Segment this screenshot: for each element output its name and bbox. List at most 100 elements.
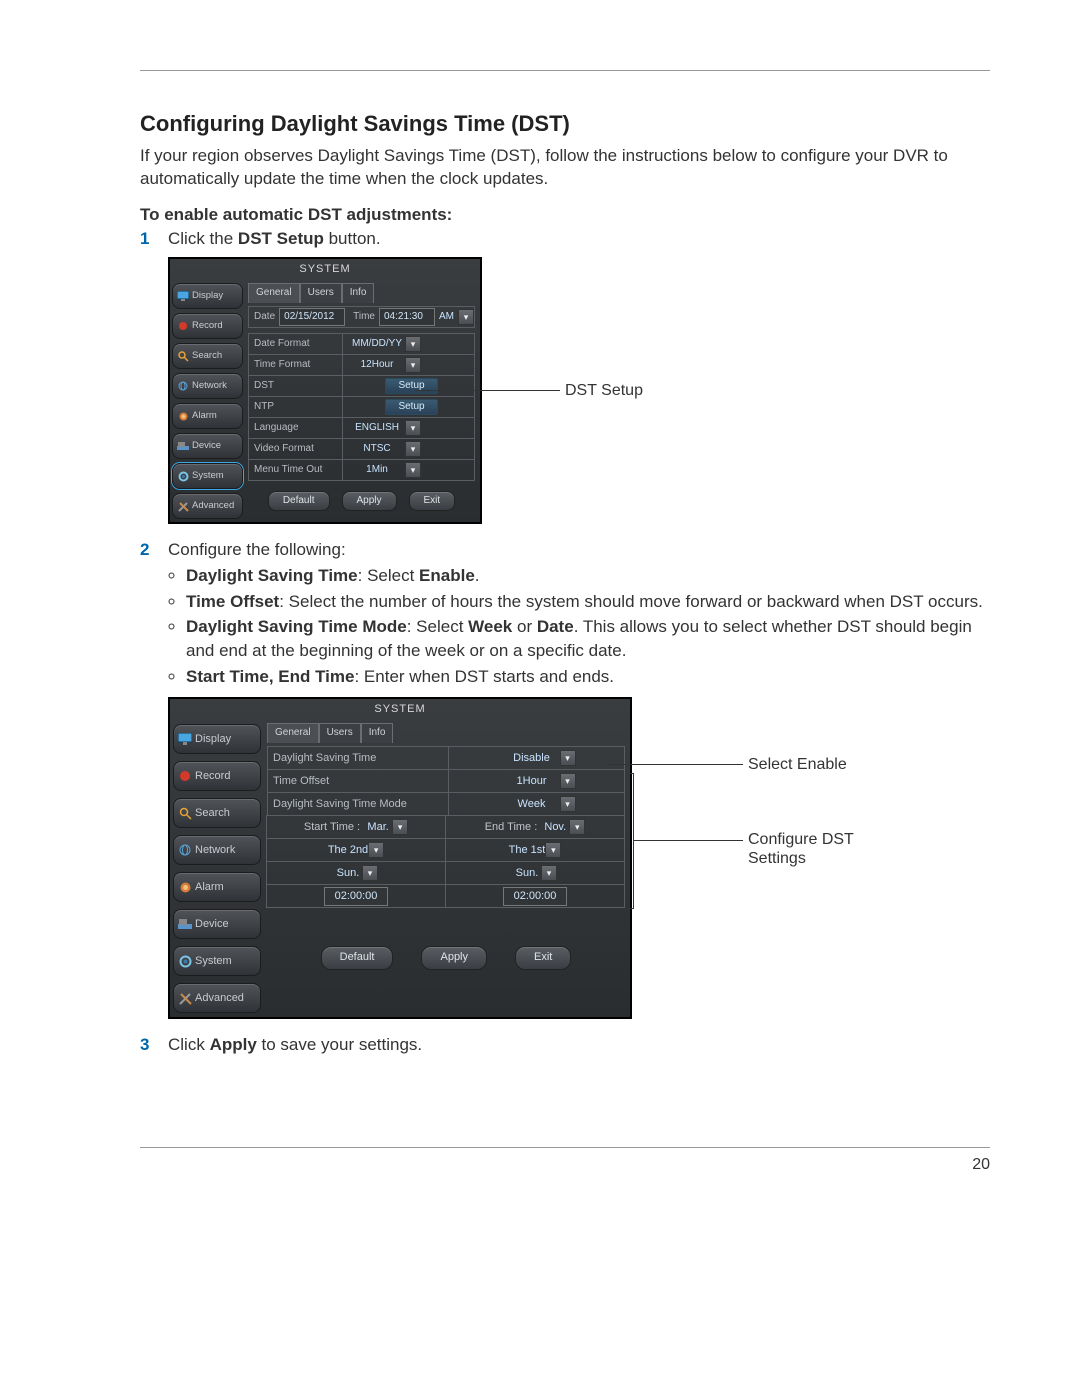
exit-button[interactable]: Exit xyxy=(515,946,571,969)
row-menu-timeout: Menu Time Out1Min▾ xyxy=(248,459,475,481)
sidebar: Display Record Search Network Alarm Devi… xyxy=(170,720,264,1017)
step-2: 2 Configure the following: Daylight Savi… xyxy=(140,538,990,1019)
steps-list: 1 Click the DST Setup button. SYSTEM Dis… xyxy=(140,227,990,1057)
sidebar-item-system[interactable]: System xyxy=(172,463,243,489)
step2-lead: Configure the following: xyxy=(168,540,346,559)
time-format-select[interactable]: 12Hour▾ xyxy=(349,357,421,373)
panel-content: General Users Info Daylight Saving TimeD… xyxy=(264,720,630,1017)
sidebar: Display Record Search Network Alarm Devi… xyxy=(170,280,245,522)
row-time-offset: Time Offset 1Hour▾ xyxy=(267,769,625,793)
language-label: Language xyxy=(249,418,343,438)
time-field[interactable]: 04:21:30 xyxy=(379,308,435,326)
chevron-down-icon[interactable]: ▾ xyxy=(458,309,474,325)
chevron-down-icon: ▾ xyxy=(560,750,576,766)
sidebar-item-record[interactable]: Record xyxy=(172,313,243,339)
tabs: General Users Info xyxy=(267,723,625,743)
tab-info[interactable]: Info xyxy=(342,283,375,303)
callout-line xyxy=(633,840,743,841)
device-icon xyxy=(177,440,189,452)
sidebar-item-alarm[interactable]: Alarm xyxy=(172,403,243,429)
language-select[interactable]: ENGLISH▾ xyxy=(349,420,421,436)
start-week-select[interactable]: The 2nd▾ xyxy=(328,842,384,858)
end-week-select[interactable]: The 1st▾ xyxy=(509,842,562,858)
sidebar-item-display[interactable]: Display xyxy=(173,724,261,754)
tab-general[interactable]: General xyxy=(248,283,300,303)
sidebar-item-device[interactable]: Device xyxy=(173,909,261,939)
time-label: Time xyxy=(353,310,375,324)
sidebar-item-network[interactable]: Network xyxy=(173,835,261,865)
dst-enable-select[interactable]: Disable▾ xyxy=(504,750,576,766)
end-day-select[interactable]: Sun.▾ xyxy=(513,865,557,881)
chevron-down-icon: ▾ xyxy=(560,773,576,789)
callout-line xyxy=(415,390,560,391)
sidebar-item-device[interactable]: Device xyxy=(172,433,243,459)
chevron-down-icon: ▾ xyxy=(368,842,384,858)
dst-label: DST xyxy=(249,376,343,396)
start-time-field[interactable]: 02:00:00 xyxy=(324,887,388,906)
chevron-down-icon: ▾ xyxy=(560,796,576,812)
sidebar-item-advanced[interactable]: Advanced xyxy=(172,493,243,519)
step-1: 1 Click the DST Setup button. SYSTEM Dis… xyxy=(140,227,990,524)
time-offset-label: Time Offset xyxy=(268,770,449,792)
chevron-down-icon: ▾ xyxy=(405,336,421,352)
row-ntp: NTP Setup xyxy=(248,396,475,418)
callout-line xyxy=(608,764,743,765)
time-offset-select[interactable]: 1Hour▾ xyxy=(504,773,576,789)
sidebar-item-display[interactable]: Display xyxy=(172,283,243,309)
tab-users[interactable]: Users xyxy=(300,283,342,303)
exit-button[interactable]: Exit xyxy=(409,491,456,511)
dst-setup-button[interactable]: Setup xyxy=(385,378,437,394)
ntp-setup-button[interactable]: Setup xyxy=(385,399,437,415)
dst-mode-select[interactable]: Week▾ xyxy=(504,796,576,812)
sidebar-item-network[interactable]: Network xyxy=(172,373,243,399)
end-time-field[interactable]: 02:00:00 xyxy=(503,887,567,906)
record-icon xyxy=(178,769,192,783)
apply-button[interactable]: Apply xyxy=(342,491,397,511)
sidebar-item-search[interactable]: Search xyxy=(172,343,243,369)
gear-icon xyxy=(177,470,189,482)
bullet-times: Start Time, End Time: Enter when DST sta… xyxy=(186,665,990,689)
tab-users[interactable]: Users xyxy=(319,723,361,743)
tab-general[interactable]: General xyxy=(267,723,319,743)
bullet-offset: Time Offset: Select the number of hours … xyxy=(186,590,990,614)
button-row: Default Apply Exit xyxy=(267,946,625,969)
sidebar-item-record[interactable]: Record xyxy=(173,761,261,791)
screenshot-2-wrap: SYSTEM Display Record Search Network Ala… xyxy=(168,697,990,1019)
sidebar-item-alarm[interactable]: Alarm xyxy=(173,872,261,902)
chevron-down-icon: ▾ xyxy=(541,865,557,881)
date-field[interactable]: 02/15/2012 xyxy=(279,308,345,326)
row-date-format: Date FormatMM/DD/YY▾ xyxy=(248,333,475,355)
end-day-cell: Sun.▾ xyxy=(445,861,625,885)
video-format-select[interactable]: NTSC▾ xyxy=(349,441,421,457)
start-month-select[interactable]: Mar.▾ xyxy=(364,819,408,835)
sidebar-item-system[interactable]: System xyxy=(173,946,261,976)
start-day-cell: Sun.▾ xyxy=(266,861,446,885)
date-format-select[interactable]: MM/DD/YY▾ xyxy=(349,336,421,352)
apply-button[interactable]: Apply xyxy=(421,946,487,969)
panel-content: General Users Info Date 02/15/2012 Time … xyxy=(245,280,480,522)
callout-select-enable: Select Enable xyxy=(748,754,847,776)
ntp-label: NTP xyxy=(249,397,343,417)
start-day-select[interactable]: Sun.▾ xyxy=(334,865,378,881)
default-button[interactable]: Default xyxy=(321,946,394,969)
network-icon xyxy=(177,380,189,392)
step2-bullets: Daylight Saving Time: Select Enable. Tim… xyxy=(168,564,990,689)
start-time-cell: 02:00:00 xyxy=(266,884,446,908)
window-title: SYSTEM xyxy=(170,259,480,280)
sidebar-item-advanced[interactable]: Advanced xyxy=(173,983,261,1013)
row-video-format: Video FormatNTSC▾ xyxy=(248,438,475,460)
document-page: Configuring Daylight Savings Time (DST) … xyxy=(0,0,1080,1214)
chevron-down-icon: ▾ xyxy=(405,420,421,436)
menu-timeout-select[interactable]: 1Min▾ xyxy=(349,462,421,478)
subheading: To enable automatic DST adjustments: xyxy=(140,205,990,225)
row-dst: DST Setup xyxy=(248,375,475,397)
display-icon xyxy=(178,732,192,746)
sidebar-item-search[interactable]: Search xyxy=(173,798,261,828)
default-button[interactable]: Default xyxy=(268,491,330,511)
tools-icon xyxy=(178,991,192,1005)
end-month-select[interactable]: Nov.▾ xyxy=(541,819,585,835)
tab-info[interactable]: Info xyxy=(361,723,394,743)
alarm-icon xyxy=(177,410,189,422)
page-number: 20 xyxy=(140,1156,990,1174)
display-icon xyxy=(177,290,189,302)
